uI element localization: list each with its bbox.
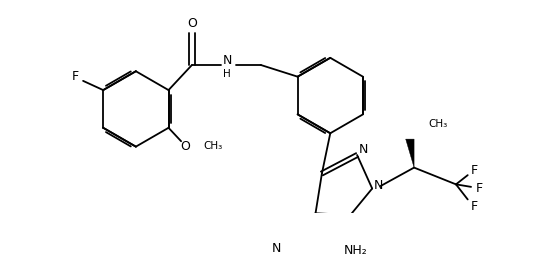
Text: CH₃: CH₃ <box>204 141 223 151</box>
Text: NH₂: NH₂ <box>343 244 367 254</box>
Text: CH₃: CH₃ <box>428 119 447 129</box>
Text: N: N <box>272 242 281 254</box>
Text: O: O <box>180 140 190 153</box>
Text: F: F <box>72 70 79 83</box>
Text: O: O <box>187 17 197 30</box>
Text: F: F <box>476 182 483 195</box>
Text: N: N <box>222 54 232 67</box>
Text: F: F <box>471 164 478 178</box>
Text: N: N <box>359 143 368 156</box>
Text: H: H <box>223 69 231 79</box>
Polygon shape <box>405 139 414 168</box>
Text: F: F <box>471 200 478 213</box>
Text: N: N <box>374 179 384 192</box>
